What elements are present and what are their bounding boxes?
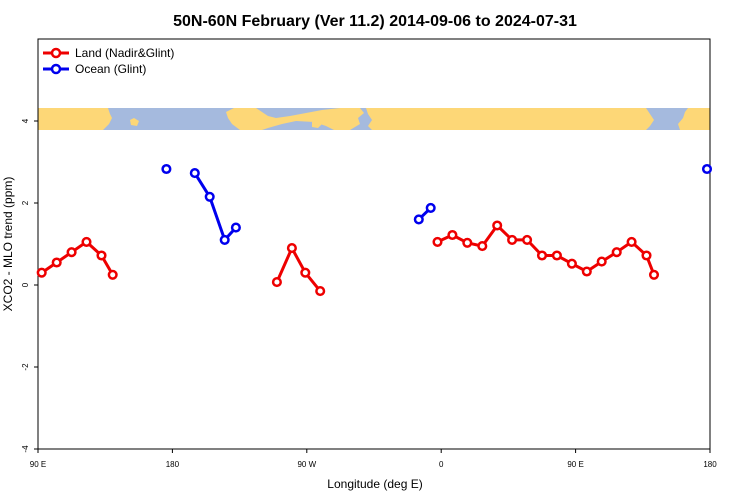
series-line-land <box>275 246 322 293</box>
data-point-land <box>271 277 282 288</box>
series-layer <box>36 163 713 297</box>
map-band-land-island-1 <box>130 118 139 126</box>
legend-item-land: Land (Nadir&Glint) <box>43 46 174 60</box>
y-tick-label: -4 <box>21 445 30 453</box>
y-tick-label: 0 <box>21 282 30 287</box>
data-point-land <box>626 236 637 247</box>
data-point-land <box>596 256 607 267</box>
data-point-land <box>492 220 503 231</box>
data-point-land <box>477 241 488 252</box>
map-band-land-island-2 <box>312 120 322 128</box>
map-band-land-east <box>678 108 710 130</box>
data-point-ocean <box>425 202 436 213</box>
x-axis: 90 E 180 90 W 0 90 E 180 <box>30 449 717 469</box>
map-band-land-europe-asia <box>366 108 654 130</box>
y-axis: -4 -2 0 2 4 <box>21 118 38 453</box>
x-tick-label: 90 E <box>567 460 583 469</box>
data-point-land <box>522 234 533 245</box>
plot-frame <box>37 38 711 450</box>
data-point-ocean <box>161 163 172 175</box>
y-tick-label: 4 <box>21 118 30 123</box>
map-band-land-west <box>38 108 112 130</box>
data-point-land <box>107 269 118 280</box>
data-point-land <box>566 258 577 269</box>
data-point-land <box>36 267 47 278</box>
data-point-ocean <box>413 214 424 225</box>
data-point-ocean <box>189 168 200 179</box>
data-point-land <box>641 250 652 261</box>
data-point-land <box>300 267 311 278</box>
data-point-ocean <box>701 163 713 175</box>
x-tick-label: 180 <box>166 460 180 469</box>
legend-marker-land <box>50 47 62 59</box>
data-point-land <box>507 234 518 245</box>
legend-marker-ocean <box>50 63 62 75</box>
map-band-land-north-america <box>226 108 364 130</box>
data-point-land <box>536 250 548 261</box>
data-point-land <box>611 247 622 258</box>
data-point-land <box>462 237 473 248</box>
x-tick-label: 90 W <box>297 460 316 469</box>
y-axis-label: XCO2 - MLO trend (ppm) <box>1 177 15 312</box>
data-point-land <box>51 257 62 268</box>
legend-label-land: Land (Nadir&Glint) <box>75 46 174 60</box>
chart-title: 50N-60N February (Ver 11.2) 2014-09-06 t… <box>173 13 577 30</box>
data-point-land <box>551 250 562 261</box>
data-point-ocean <box>204 191 215 202</box>
y-tick-label: 2 <box>21 200 30 205</box>
data-point-land <box>447 229 458 241</box>
x-tick-label: 180 <box>703 460 717 469</box>
data-point-land <box>96 250 107 261</box>
y-tick-label: -2 <box>21 363 30 371</box>
legend-item-ocean: Ocean (Glint) <box>43 62 146 76</box>
x-tick-label: 90 E <box>30 460 46 469</box>
data-point-land <box>581 266 592 277</box>
series-land <box>36 220 660 297</box>
map-band <box>38 108 710 130</box>
x-axis-label: Longitude (deg E) <box>327 477 422 491</box>
x-tick-label: 0 <box>439 460 444 469</box>
series-ocean <box>161 163 713 245</box>
data-point-ocean <box>219 234 230 245</box>
data-point-land <box>81 236 92 247</box>
series-line-land <box>436 224 656 276</box>
legend-label-ocean: Ocean (Glint) <box>75 62 146 76</box>
data-point-land <box>66 247 77 258</box>
data-point-land <box>286 243 297 254</box>
series-line-ocean <box>193 172 238 242</box>
legend: Land (Nadir&Glint) Ocean (Glint) <box>43 46 174 76</box>
data-point-land <box>432 236 443 247</box>
data-point-land <box>315 286 326 297</box>
data-point-ocean <box>230 222 241 233</box>
data-point-land <box>648 269 660 280</box>
